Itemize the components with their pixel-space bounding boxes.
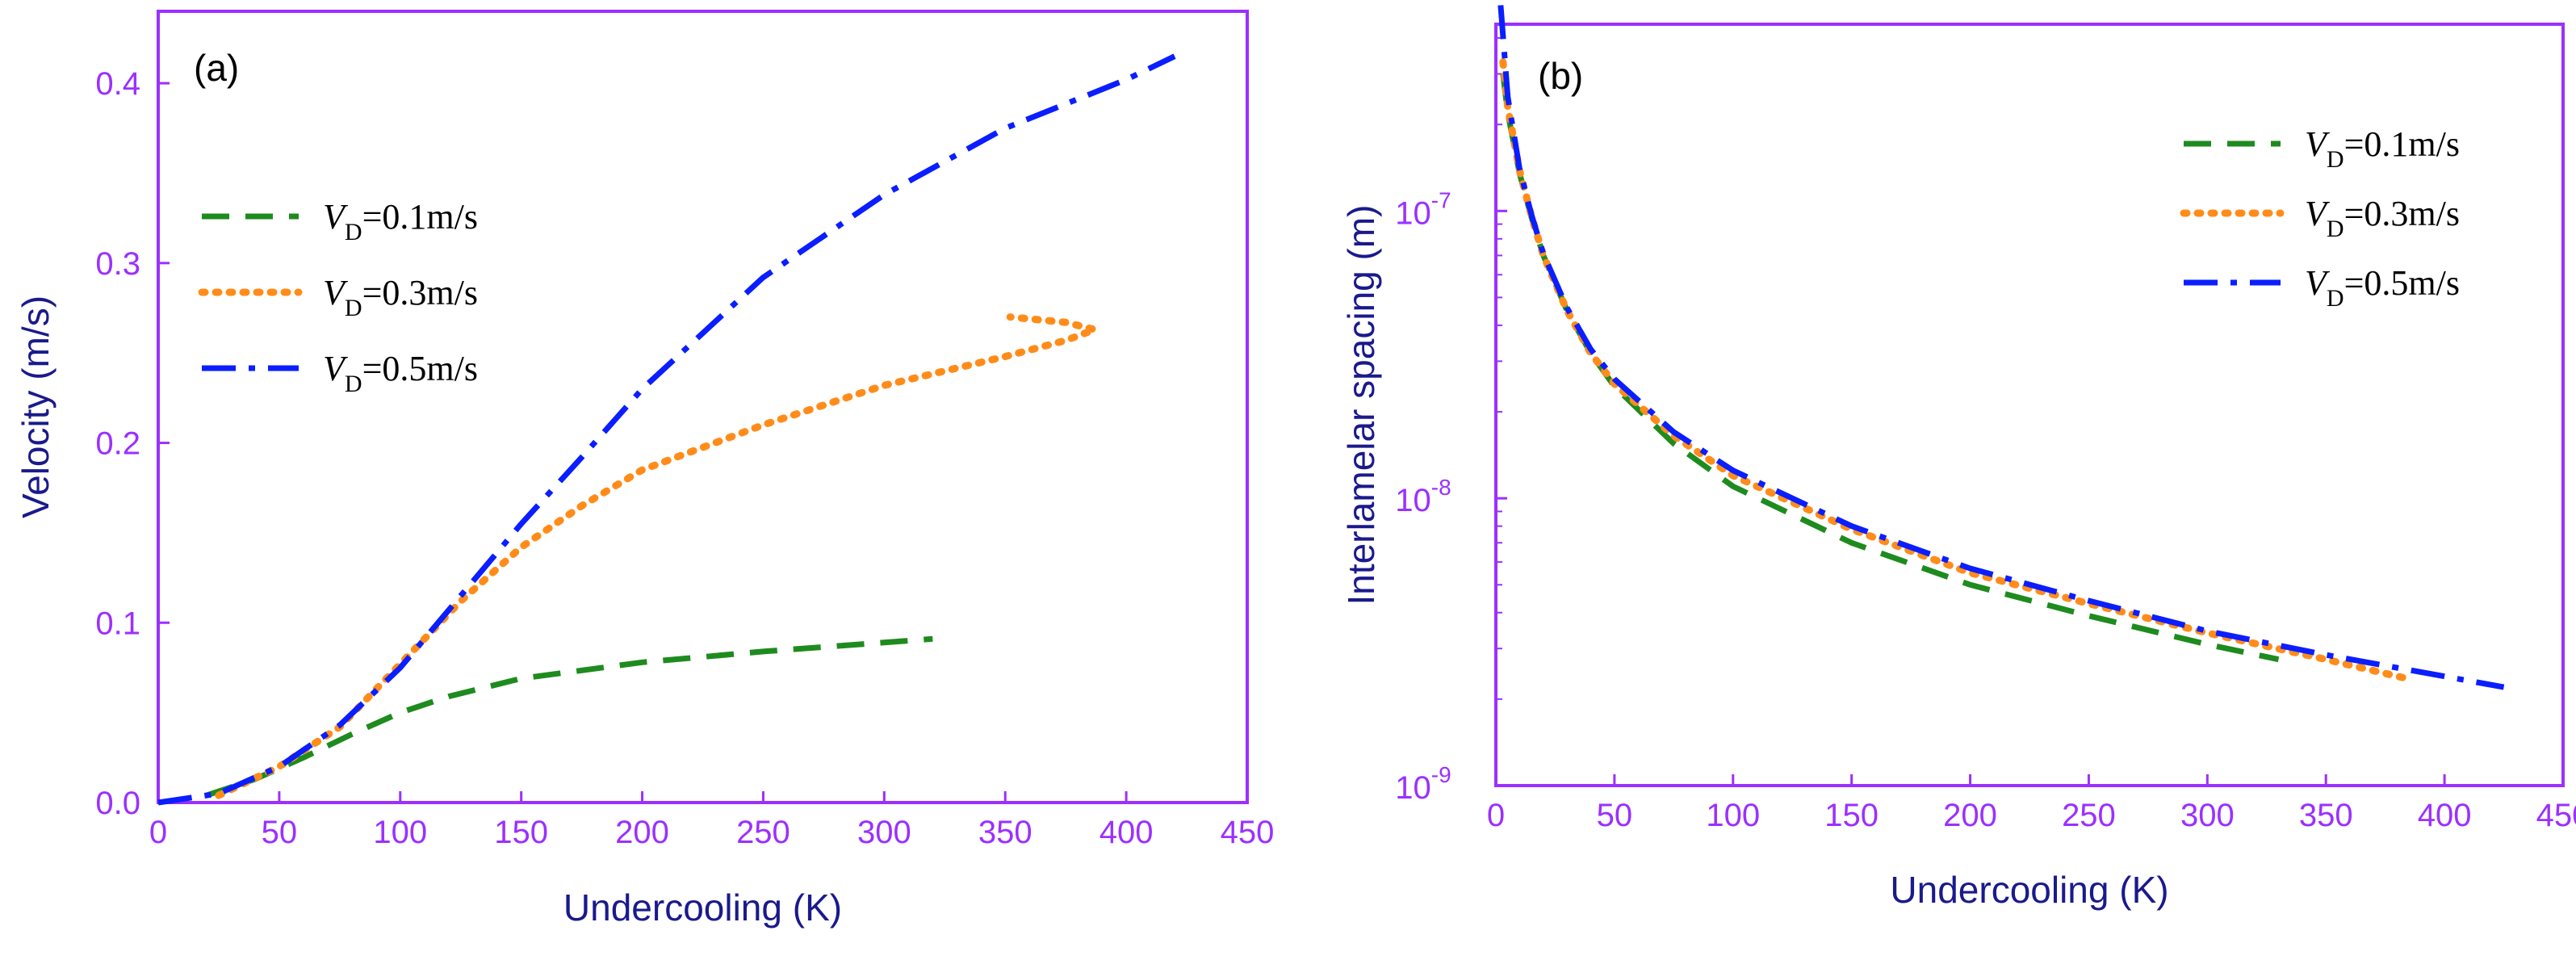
x-axis-title-b: Undercooling (K)	[1890, 869, 2168, 911]
y-tick-label-a: 0.0	[95, 786, 140, 821]
x-tick-label-a: 300	[857, 815, 911, 850]
x-axis-title-a: Undercooling (K)	[563, 887, 842, 929]
x-tick-label-a: 0	[149, 815, 167, 850]
y-axis-title-a: Velocity (m/s)	[15, 296, 57, 518]
plot-frame-b	[1494, 23, 2565, 787]
x-tick-label-a: 150	[494, 815, 548, 850]
y-tick-label-b: 10-9	[1395, 762, 1451, 806]
x-tick-label-b: 150	[1824, 798, 1879, 833]
ticks-b: 0 50 100 150 200 250 300 350 400 450 10-9 10-8 10-7	[1395, 37, 2576, 833]
y-tick-label-a: 0.1	[95, 606, 140, 641]
series-line-b-2	[1499, 58, 2413, 683]
y-tick-label-a: 0.3	[95, 246, 140, 282]
legend-label-a-2: VD=0.3m/s	[323, 273, 478, 321]
panel-a: 0 50 100 150 200 250 300 350 400 450 0.0 0.1 0.2 0.3 0…	[15, 10, 1274, 929]
series-a	[157, 53, 1176, 806]
legend-label-a-1: VD=0.1m/s	[323, 197, 478, 245]
x-tick-label-a: 250	[736, 815, 790, 850]
x-tick-label-b: 50	[1597, 798, 1633, 833]
x-tick-label-b: 400	[2418, 798, 2472, 833]
x-tick-label-b: 0	[1487, 798, 1505, 833]
series-line-b-3	[1497, 5, 2505, 690]
y-tick-label-a: 0.4	[95, 66, 140, 102]
legend-label-a-3: VD=0.5m/s	[323, 349, 478, 397]
x-tick-label-b: 200	[1943, 798, 1997, 833]
x-tick-label-a: 50	[262, 815, 298, 850]
legend-label-b-2: VD=0.3m/s	[2305, 194, 2460, 242]
x-tick-label-b: 100	[1706, 798, 1760, 833]
x-tick-label-a: 350	[978, 815, 1032, 850]
x-tick-label-a: 200	[615, 815, 669, 850]
legend-b: VD=0.1m/s VD=0.3m/s VD=0.5m/s	[2180, 124, 2460, 312]
y-tick-label-b: 10-8	[1395, 475, 1451, 518]
x-tick-label-a: 400	[1100, 815, 1154, 850]
y-tick-label-a: 0.2	[95, 426, 140, 462]
series-b	[1497, 5, 2505, 690]
series-line-a-1	[205, 635, 933, 799]
ticks-a: 0 50 100 150 200 250 300 350 400 450 0.0 0.1 0.2 0.3 0…	[95, 66, 1274, 850]
series-line-a-3	[157, 53, 1176, 806]
x-tick-label-b: 450	[2536, 798, 2576, 833]
series-line-b-1	[1500, 73, 2280, 663]
panel-label-b: (b)	[1538, 55, 1583, 97]
x-tick-label-a: 100	[373, 815, 427, 850]
plot-frame-a	[157, 10, 1249, 804]
panel-b: 05010015020025030035040045010-910-810-7 …	[1340, 5, 2576, 911]
x-tick-label-b: 300	[2180, 798, 2235, 833]
y-tick-label-b: 10-7	[1395, 187, 1451, 231]
x-tick-label-a: 450	[1221, 815, 1275, 850]
legend-label-b-3: VD=0.5m/s	[2305, 263, 2460, 312]
x-tick-label-b: 250	[2062, 798, 2116, 833]
legend-a: VD=0.1m/s VD=0.3m/s VD=0.5m/s	[198, 197, 478, 397]
x-tick-label-b: 350	[2299, 798, 2353, 833]
y-axis-title-b: Interlamelar spacing (m)	[1340, 205, 1382, 606]
panel-label-a: (a)	[194, 47, 239, 89]
legend-label-b-1: VD=0.1m/s	[2305, 124, 2460, 173]
